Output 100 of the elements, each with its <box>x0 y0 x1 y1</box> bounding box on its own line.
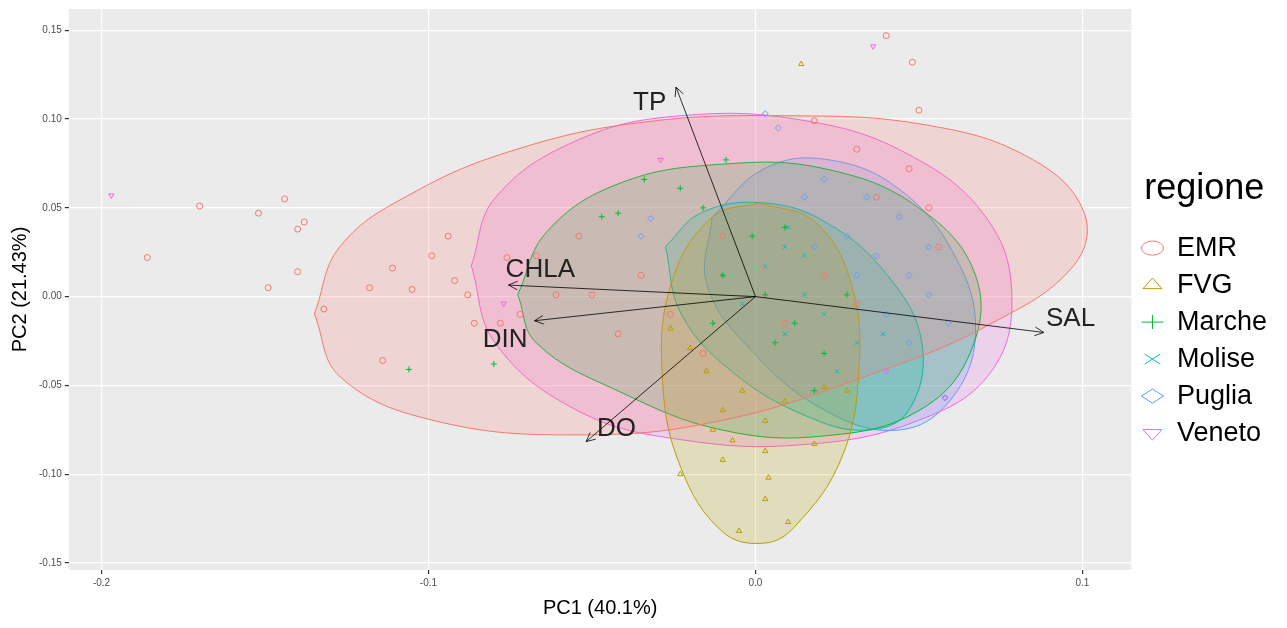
point <box>637 232 645 240</box>
point <box>761 110 769 118</box>
point <box>925 291 933 299</box>
point <box>915 106 923 114</box>
point <box>281 195 289 203</box>
point <box>882 310 890 318</box>
point <box>366 284 374 292</box>
point <box>640 175 648 183</box>
point <box>843 387 851 393</box>
annotation: DO <box>597 411 637 443</box>
point <box>699 349 707 357</box>
point <box>762 495 769 501</box>
annotation: DIN <box>482 322 528 354</box>
point <box>736 527 743 533</box>
y-tick-label: 0.10 <box>42 112 63 124</box>
y-axis-title: PC2 (21.43%) <box>7 226 30 353</box>
legend-label: Marche <box>1176 305 1267 336</box>
point <box>575 232 583 240</box>
point <box>801 292 808 298</box>
point <box>944 319 952 327</box>
point <box>614 209 622 217</box>
point <box>880 331 886 337</box>
y-tick-label: 0.00 <box>42 290 63 302</box>
point <box>853 271 861 279</box>
point <box>785 224 791 230</box>
point <box>598 213 606 221</box>
y-tick-label: -0.15 <box>39 556 63 568</box>
point <box>843 291 851 299</box>
point <box>729 436 736 443</box>
point <box>853 145 861 153</box>
y-tick-label: 0.15 <box>42 24 63 36</box>
point <box>647 214 655 222</box>
point <box>451 277 459 285</box>
point <box>762 447 769 454</box>
point <box>739 387 746 393</box>
point <box>800 193 808 201</box>
point <box>500 301 507 308</box>
x-tick-label: 0.1 <box>1075 576 1090 588</box>
point <box>709 426 717 432</box>
point <box>722 156 730 164</box>
point <box>496 319 504 327</box>
point <box>854 340 860 346</box>
point <box>294 225 302 233</box>
point <box>300 218 308 226</box>
point <box>677 470 684 477</box>
point <box>810 117 818 125</box>
point <box>834 368 840 374</box>
point <box>264 284 272 292</box>
point <box>614 330 622 338</box>
point <box>798 60 805 67</box>
legend-label: FVG <box>1176 268 1233 299</box>
point <box>781 223 789 231</box>
point <box>389 264 396 272</box>
point <box>379 357 387 365</box>
point <box>925 243 933 251</box>
point <box>686 344 694 351</box>
point <box>853 300 861 308</box>
point <box>719 406 726 413</box>
point <box>405 365 413 373</box>
point <box>765 474 772 480</box>
point <box>820 349 828 357</box>
point <box>588 291 596 299</box>
point <box>719 456 726 462</box>
point <box>709 319 717 327</box>
legend-label: Veneto <box>1176 416 1262 447</box>
point <box>470 319 478 327</box>
point <box>925 204 933 212</box>
legend-title: regione <box>1144 166 1265 208</box>
point <box>464 291 472 299</box>
point <box>748 232 756 240</box>
point <box>782 331 788 337</box>
point <box>872 193 880 201</box>
point <box>908 58 916 66</box>
point <box>657 157 664 164</box>
point <box>320 305 328 313</box>
point <box>699 204 707 212</box>
point <box>905 271 913 279</box>
point <box>408 286 416 293</box>
y-tick-label: 0.05 <box>42 201 63 213</box>
point <box>774 124 782 132</box>
point <box>552 291 560 299</box>
point <box>444 232 452 240</box>
point <box>428 252 436 260</box>
point <box>821 311 827 317</box>
point <box>810 387 818 395</box>
point <box>810 243 818 251</box>
annotation: CHLA <box>505 252 575 284</box>
point <box>781 397 788 404</box>
point <box>667 325 674 331</box>
point <box>516 310 524 318</box>
point <box>294 268 302 276</box>
point <box>254 209 262 217</box>
point <box>762 263 768 270</box>
annotation: TP <box>633 85 667 117</box>
point <box>883 369 890 375</box>
point <box>771 339 779 347</box>
point <box>703 367 710 374</box>
point <box>666 310 674 318</box>
point <box>108 193 115 199</box>
point <box>719 232 727 240</box>
